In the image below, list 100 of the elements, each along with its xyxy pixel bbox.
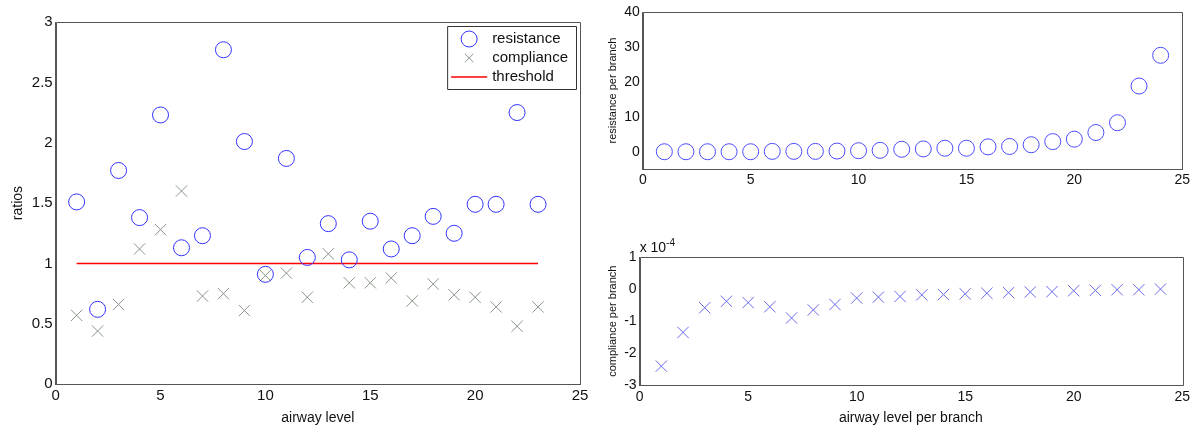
point [677,143,695,161]
point [1154,282,1167,296]
point [256,265,274,283]
point [698,301,711,314]
point [301,291,314,304]
point [448,288,461,302]
point [720,295,733,308]
point [403,227,421,245]
x-tick-label: 15 [958,171,975,188]
x-tick-label: 10 [257,386,274,404]
x-axis-title: airway level per branch [838,409,983,426]
point [89,300,107,318]
point [979,138,997,156]
point [763,300,777,313]
point [828,142,846,160]
x-tick-label: 5 [156,386,165,404]
point [872,290,885,304]
point [1087,124,1105,142]
point [468,291,482,304]
point [1024,285,1037,299]
y-tick-label: 2 [44,132,53,150]
point [850,291,863,305]
point [508,104,526,122]
point [487,195,505,213]
x-tick-label: 20 [1066,171,1083,188]
point [238,304,251,317]
y-tick-label: 3 [44,12,53,30]
y-tick-label: -1 [624,312,637,329]
point [1108,114,1126,132]
y-tick-label: -3 [624,376,637,393]
point [131,209,149,227]
y-tick-label: 2.5 [31,72,53,90]
point [655,359,668,373]
point [742,143,760,161]
point [1067,284,1080,297]
y-tick-label: 0.5 [31,313,53,331]
point [1132,283,1145,296]
point [322,247,335,260]
point [91,324,104,338]
point [424,207,442,225]
point [343,276,356,289]
point [1130,77,1148,95]
point [1152,46,1170,64]
point [175,184,188,198]
point [720,143,738,161]
point [785,311,798,325]
point [364,276,377,289]
y-tick-label: 1 [44,253,53,271]
legend-label: threshold [492,67,554,85]
x-tick-label: 15 [957,387,974,404]
point [133,242,146,256]
point [914,140,932,158]
point [1022,136,1040,154]
legend-label: resistance [492,29,561,47]
y-tick-label: 30 [624,37,640,54]
x-tick-label: 20 [466,386,484,404]
point [340,251,358,269]
point [763,142,781,160]
point [382,240,400,258]
point [959,287,972,301]
y-tick-label: 0 [628,279,637,296]
point [699,143,717,161]
point [785,142,803,160]
y-tick-label: 40 [624,2,640,19]
point [510,320,524,333]
y-tick-label: 0 [44,374,53,392]
y-tick-label: 0 [631,142,640,159]
point [871,141,889,159]
point [1045,285,1059,298]
point [235,133,253,151]
x-tick-label: 20 [1065,387,1082,404]
point [406,294,419,308]
point [70,309,83,322]
point [937,288,950,301]
point [1110,283,1124,296]
point [807,303,820,317]
x-tick-label: 25 [1174,387,1191,404]
point [655,143,673,161]
point [173,239,190,257]
point [361,212,379,230]
point [445,224,463,242]
point [980,287,994,300]
point [850,142,868,160]
point [154,223,167,236]
point [1044,133,1062,151]
y-axis-title: resistance per branch [605,37,618,144]
point [280,266,293,280]
point [1089,284,1102,297]
x-tick-label: 15 [361,386,379,404]
point [676,326,690,339]
x-tick-label: 25 [1174,171,1191,188]
x-tick-label: 5 [746,171,755,188]
y-tick-label: 20 [624,72,640,89]
point [529,195,547,213]
point [68,193,86,211]
y-axis-title: ratios [9,185,26,221]
point [1065,130,1083,148]
point [806,142,824,160]
point [489,300,503,314]
point [277,149,295,167]
